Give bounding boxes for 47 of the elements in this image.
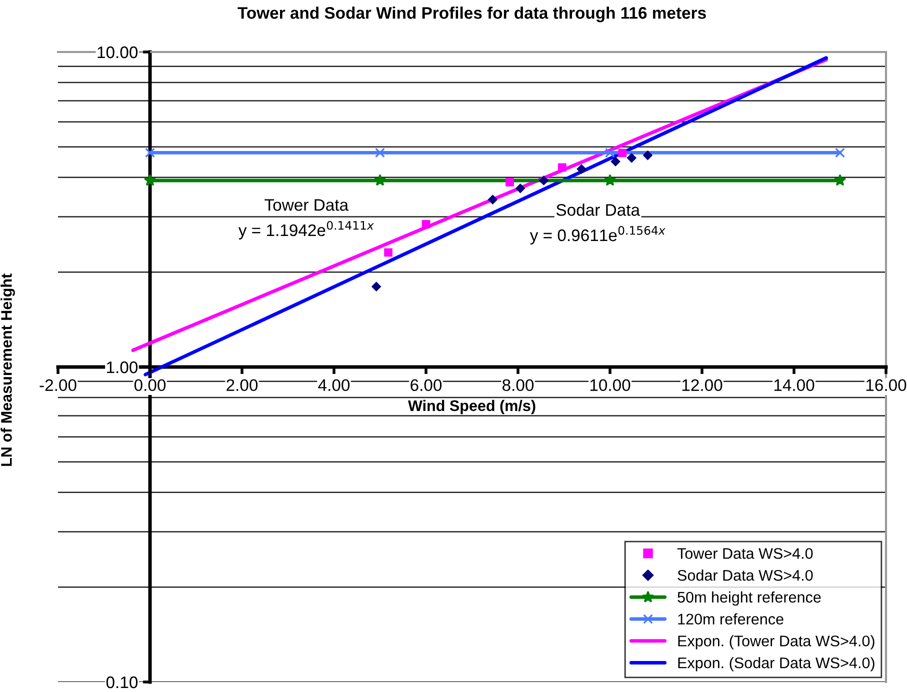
x-tick-label: 10.00 (590, 379, 630, 392)
point (538, 176, 549, 186)
point (576, 164, 586, 174)
x-tick-label: -2.00 (40, 379, 76, 392)
x-tick-label: 16.00 (866, 379, 906, 392)
point (515, 183, 526, 194)
x-tick-label: 14.00 (774, 379, 814, 392)
point (558, 163, 566, 172)
point (371, 282, 382, 292)
y-axis-title: LN of Measurement Height (0, 274, 15, 466)
point (506, 178, 514, 186)
annotation: y = 0.9611e$^{0.1564x}$ (530, 226, 666, 244)
legend-label: Expon. (Tower Data WS>4.0) (678, 635, 874, 650)
annotation: Tower Data (264, 199, 349, 211)
chart-title: Tower and Sodar Wind Profiles for data through 116 meters (238, 6, 706, 22)
x-tick-label: 12.00 (682, 379, 722, 392)
point (422, 220, 430, 228)
point (610, 156, 620, 166)
point (144, 174, 156, 186)
point (642, 150, 653, 160)
x-tick-label: 0.00 (134, 379, 166, 392)
point (145, 148, 155, 158)
y-tick-label: 1.00 (107, 361, 138, 374)
annotation: Sodar Data (556, 204, 640, 216)
point (618, 148, 627, 158)
point (626, 153, 637, 163)
point (834, 174, 846, 186)
point (488, 194, 498, 204)
x-tick-label: 6.00 (410, 379, 442, 392)
x-tick-label: 2.00 (226, 379, 258, 392)
point (604, 174, 616, 186)
x-tick-label: 4.00 (318, 379, 350, 392)
legend-label: 120m reference (678, 613, 784, 625)
point (384, 248, 392, 257)
y-tick-label: 10.00 (98, 46, 138, 58)
point (375, 148, 385, 158)
x-axis-title: Wind Speed (m/s) (408, 400, 536, 414)
annotation: y = 1.1942e$^{0.1411x}$ (238, 220, 374, 240)
x-tick-label: 8.00 (502, 379, 534, 392)
point (605, 148, 615, 158)
legend-label: Sodar Data WS>4.0 (678, 570, 813, 581)
point (374, 174, 386, 186)
legend-label: Tower Data WS>4.0 (677, 548, 813, 559)
legend-label: Expon. (Sodar Data WS>4.0) (678, 657, 874, 672)
y-tick-label: 0.10 (106, 676, 138, 688)
legend-label: 50m height reference (678, 591, 821, 606)
point (835, 148, 845, 158)
